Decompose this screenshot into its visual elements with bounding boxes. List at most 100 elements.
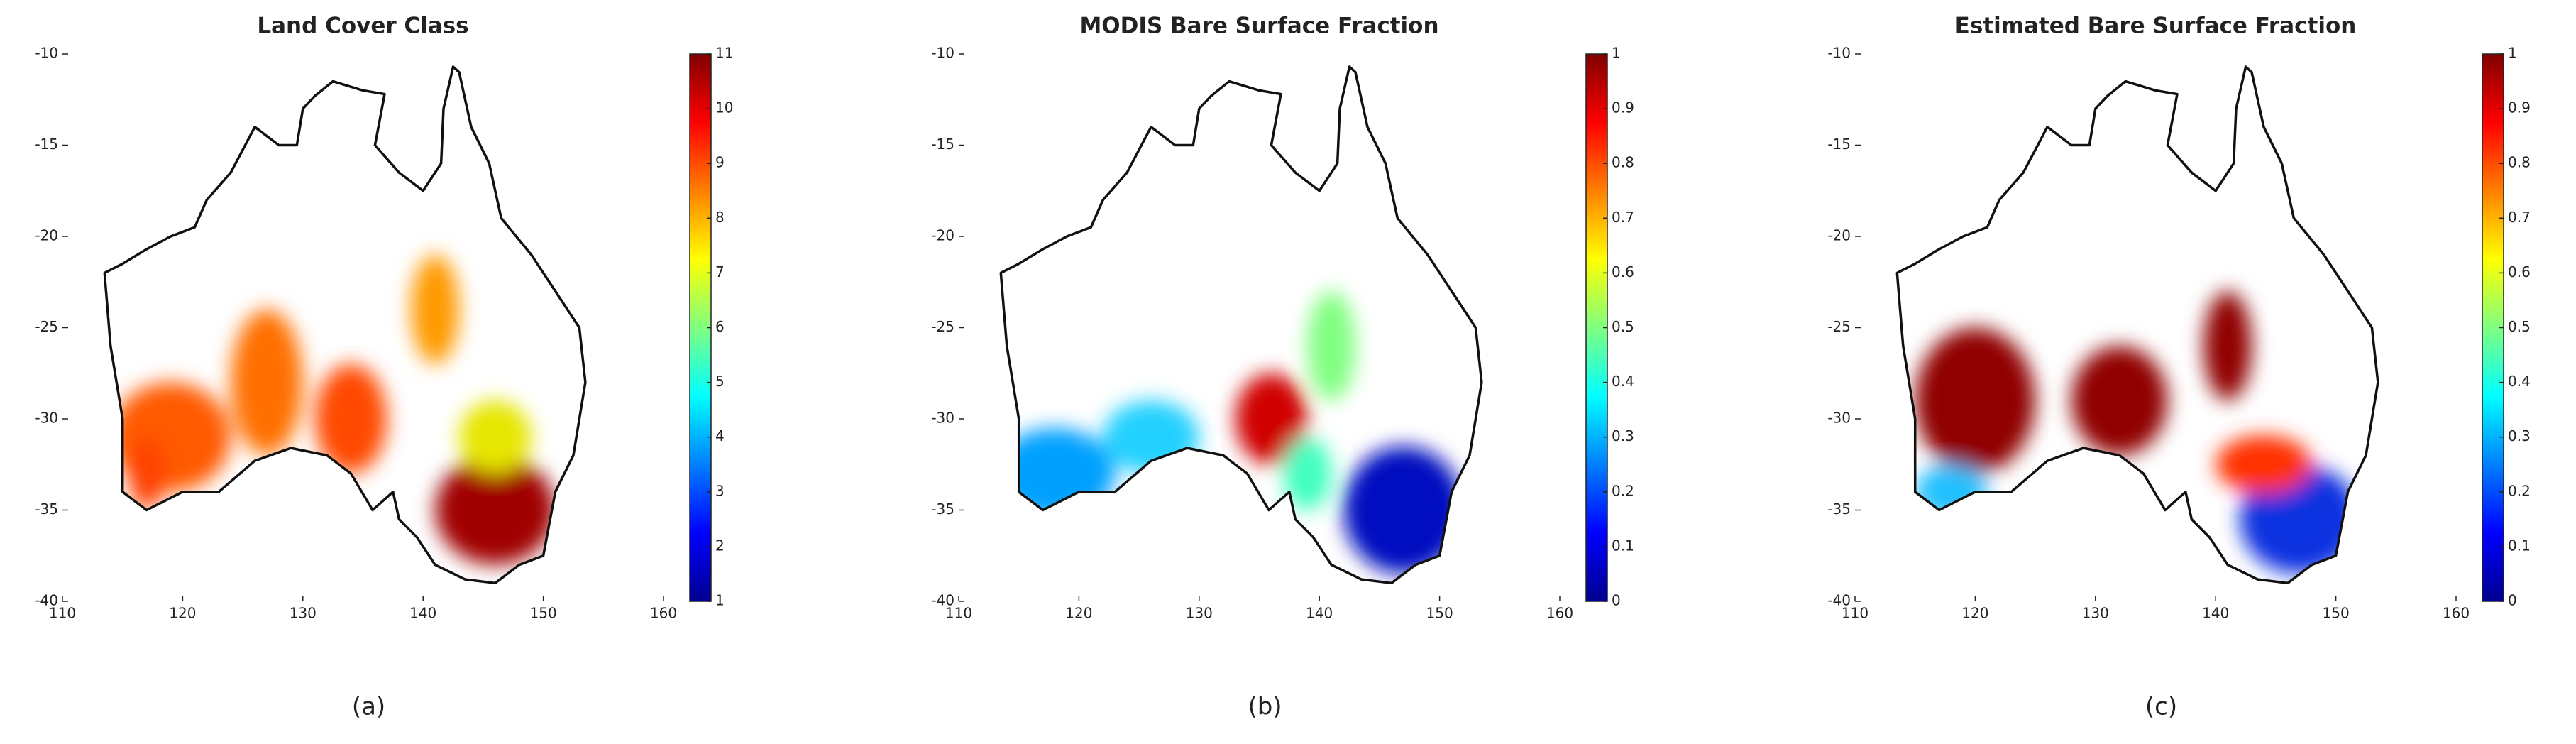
map-panel: Estimated Bare Surface Fraction (c) 110 120… — [1827, 13, 2530, 721]
data-region — [1343, 446, 1464, 574]
colorbar-tick-label: 0.5 — [2508, 318, 2531, 335]
colorbar-tick-label: 0.8 — [1612, 154, 1634, 171]
colorbar-tick-label: 0.7 — [2508, 209, 2531, 226]
x-tick-label: 130 — [2082, 605, 2109, 622]
y-tick-label: -40 — [35, 592, 58, 609]
data-region — [231, 309, 303, 456]
colorbar-tick-label: 4 — [715, 427, 725, 444]
x-tick-label: 120 — [169, 605, 196, 622]
colorbar-tick-label: 5 — [715, 373, 725, 390]
colorbar-tick-label: 3 — [715, 482, 725, 499]
y-tick-label: -30 — [35, 410, 58, 427]
x-tick-label: 130 — [290, 605, 317, 622]
y-tick-label: -10 — [931, 45, 954, 62]
colorbar-tick-label: 2 — [715, 537, 725, 554]
colorbar-tick-label: 0.7 — [1612, 209, 1634, 226]
x-tick-label: 150 — [2323, 605, 2350, 622]
data-region — [1915, 327, 2036, 474]
x-tick-label: 110 — [49, 605, 76, 622]
x-tick-label: 160 — [2443, 605, 2470, 622]
colorbar-tick-label: 0.3 — [1612, 427, 1634, 444]
x-tick-label: 160 — [1546, 605, 1573, 622]
y-tick-label: -35 — [1827, 500, 1851, 518]
x-tick-label: 120 — [1961, 605, 1988, 622]
colorbar-tick-label: 0.2 — [2508, 482, 2531, 499]
y-tick-label: -20 — [35, 227, 58, 244]
coastline — [1895, 65, 2379, 585]
y-tick-label: -10 — [35, 45, 58, 62]
x-tick-label: 130 — [1186, 605, 1213, 622]
colorbar-tick-label: 11 — [715, 45, 733, 62]
colorbar-tick-label: 6 — [715, 318, 725, 335]
data-region — [1001, 427, 1116, 520]
data-region — [2203, 291, 2252, 401]
colorbar-tick-label: 0.6 — [1612, 263, 1634, 280]
y-tick-label: -40 — [1827, 592, 1851, 609]
colorbar-tick-label: 7 — [715, 263, 725, 280]
x-tick-label: 150 — [530, 605, 557, 622]
colorbar-tick-label: 0.1 — [1612, 537, 1634, 554]
data-layer — [1915, 291, 2360, 574]
data-region — [411, 254, 460, 364]
y-tick-label: -30 — [1827, 410, 1851, 427]
colorbar-tick-label: 9 — [715, 154, 725, 171]
data-region — [435, 455, 556, 565]
colorbar-tick-label: 0.9 — [1612, 99, 1634, 116]
data-region — [110, 382, 231, 492]
y-tick-label: -25 — [1827, 318, 1851, 335]
map-title: MODIS Bare Surface Fraction — [1079, 13, 1438, 39]
data-region — [1235, 373, 1308, 465]
x-tick-label: 160 — [650, 605, 677, 622]
colorbar-tick-label: 0.5 — [1612, 318, 1634, 335]
colorbar-tick-label: 0.4 — [2508, 373, 2531, 390]
y-tick-label: -35 — [35, 500, 58, 518]
data-region — [1103, 400, 1199, 474]
data-region — [1307, 291, 1356, 401]
colorbar-tick-label: 0.2 — [1612, 482, 1634, 499]
colorbar-tick-label: 1 — [2508, 45, 2517, 62]
map-panel: Land Cover Class(a)110 120 130 140 150 160-10… — [35, 13, 733, 721]
coastline — [999, 65, 1483, 585]
colorbar-tick-label: 0.1 — [2508, 537, 2531, 554]
y-tick-label: -40 — [931, 592, 954, 609]
colorbar-tick-label: 0.3 — [2508, 427, 2531, 444]
y-tick-label: -25 — [35, 318, 58, 335]
panel-caption: (a) — [352, 693, 385, 721]
data-region — [2071, 346, 2168, 456]
colorbar-tick-label: 0.8 — [2508, 154, 2531, 171]
map-title: Land Cover Class — [257, 13, 468, 39]
colorbar-tick-label: 0 — [2508, 592, 2517, 609]
x-tick-label: 110 — [1842, 605, 1868, 622]
y-tick-label: -15 — [931, 136, 954, 153]
x-tick-label: 110 — [945, 605, 972, 622]
y-tick-label: -15 — [1827, 136, 1851, 153]
coastline — [103, 65, 587, 585]
data-region — [459, 400, 532, 474]
panel-caption: (c) — [2145, 693, 2177, 721]
colorbar-tick-label: 0.4 — [1612, 373, 1634, 390]
x-tick-label: 140 — [2202, 605, 2229, 622]
map-panel: MODIS Bare Surface Fraction (b) 110 120 130 1… — [931, 13, 1634, 721]
y-tick-label: -30 — [931, 410, 954, 427]
data-region — [2216, 435, 2312, 494]
y-tick-label: -20 — [931, 227, 954, 244]
data-region — [128, 437, 165, 510]
colorbar-tick-label: 0 — [1612, 592, 1621, 609]
x-tick-label: 140 — [409, 605, 436, 622]
colorbar-tick-label: 0.6 — [2508, 263, 2531, 280]
map-title: Estimated Bare Surface Fraction — [1955, 13, 2357, 39]
data-layer — [110, 254, 556, 565]
y-tick-label: -25 — [931, 318, 954, 335]
colorbar-tick-label: 10 — [715, 99, 733, 116]
y-tick-label: -10 — [1827, 45, 1851, 62]
data-region — [314, 363, 387, 474]
colorbar-tick-label: 0.9 — [2508, 99, 2531, 116]
colorbar-tick-label: 1 — [715, 592, 725, 609]
y-tick-label: -15 — [35, 136, 58, 153]
y-tick-label: -35 — [931, 500, 954, 518]
x-tick-label: 120 — [1065, 605, 1092, 622]
y-tick-label: -20 — [1827, 227, 1851, 244]
data-layer — [1001, 291, 1464, 574]
colorbar-tick-label: 1 — [1612, 45, 1621, 62]
